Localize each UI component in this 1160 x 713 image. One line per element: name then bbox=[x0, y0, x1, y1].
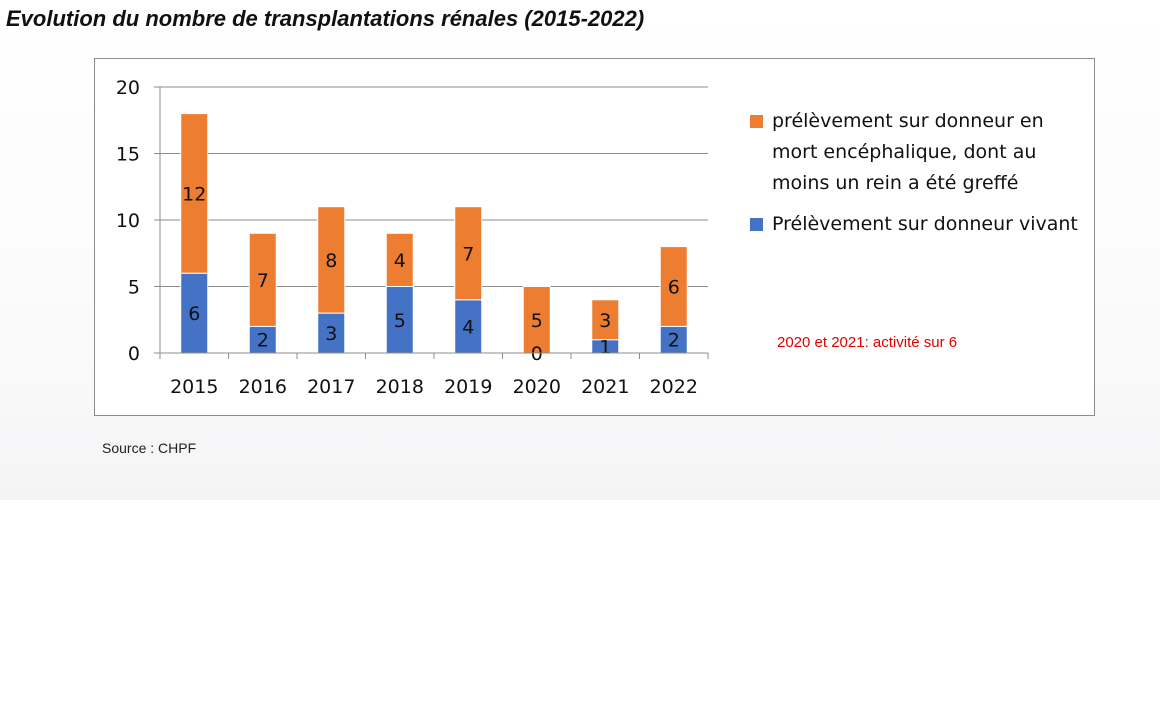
data-label-donneur-vivant: 0 bbox=[531, 343, 543, 365]
x-tick-label: 2022 bbox=[650, 376, 698, 398]
x-tick-label: 2019 bbox=[444, 376, 492, 398]
legend-item-donneur-vivant: Prélèvement sur donneur vivant bbox=[750, 209, 1080, 240]
legend-item-mort-encephalique: prélèvement sur donneur en mort encéphal… bbox=[750, 106, 1080, 199]
data-label-mort-encephalique: 7 bbox=[462, 243, 474, 265]
bar-mort-encephalique bbox=[317, 206, 346, 314]
y-tick-label: 5 bbox=[128, 277, 140, 299]
bar-mort-encephalique bbox=[248, 232, 277, 327]
x-tick-label: 2017 bbox=[307, 376, 355, 398]
x-tick-label: 2018 bbox=[376, 376, 424, 398]
bar-mort-encephalique bbox=[385, 232, 414, 288]
bar-mort-encephalique bbox=[659, 246, 688, 327]
legend-swatch-orange bbox=[750, 115, 763, 128]
x-tick-label: 2021 bbox=[581, 376, 629, 398]
bar-donneur-vivant bbox=[180, 272, 209, 354]
data-label-mort-encephalique: 7 bbox=[257, 270, 269, 292]
y-tick-label: 10 bbox=[116, 210, 140, 232]
legend-swatch-blue bbox=[750, 218, 763, 231]
data-label-donneur-vivant: 2 bbox=[668, 330, 680, 352]
y-tick-label: 0 bbox=[128, 343, 140, 365]
x-tick-label: 2016 bbox=[239, 376, 287, 398]
chart-legend: prélèvement sur donneur en mort encéphal… bbox=[750, 106, 1080, 250]
bar-mort-encephalique bbox=[180, 113, 209, 274]
data-label-donneur-vivant: 4 bbox=[462, 316, 474, 338]
y-tick-label: 15 bbox=[116, 144, 140, 166]
data-label-mort-encephalique: 8 bbox=[325, 250, 337, 272]
data-label-mort-encephalique: 5 bbox=[531, 310, 543, 332]
bar-mort-encephalique bbox=[454, 206, 483, 301]
data-label-donneur-vivant: 3 bbox=[325, 323, 337, 345]
source-caption: Source : CHPF bbox=[102, 440, 197, 456]
bar-mort-encephalique bbox=[591, 299, 620, 341]
x-tick-label: 2020 bbox=[513, 376, 561, 398]
data-label-donneur-vivant: 2 bbox=[257, 330, 269, 352]
data-label-mort-encephalique: 12 bbox=[182, 183, 206, 205]
data-label-donneur-vivant: 1 bbox=[599, 336, 611, 358]
data-label-mort-encephalique: 6 bbox=[668, 277, 680, 299]
chart-note: 2020 et 2021: activité sur 6 bbox=[777, 334, 958, 351]
data-label-donneur-vivant: 6 bbox=[188, 303, 200, 325]
x-tick-label: 2015 bbox=[170, 376, 218, 398]
data-label-mort-encephalique: 4 bbox=[394, 250, 406, 272]
data-label-mort-encephalique: 3 bbox=[599, 310, 611, 332]
bar-mort-encephalique bbox=[522, 286, 551, 354]
legend-label-mort-encephalique: prélèvement sur donneur en mort encéphal… bbox=[772, 110, 1044, 194]
legend-label-donneur-vivant: Prélèvement sur donneur vivant bbox=[772, 213, 1078, 235]
bar-donneur-vivant bbox=[385, 286, 414, 354]
y-tick-label: 20 bbox=[116, 77, 140, 99]
page-title: Evolution du nombre de transplantations … bbox=[6, 6, 645, 31]
data-label-donneur-vivant: 5 bbox=[394, 310, 406, 332]
